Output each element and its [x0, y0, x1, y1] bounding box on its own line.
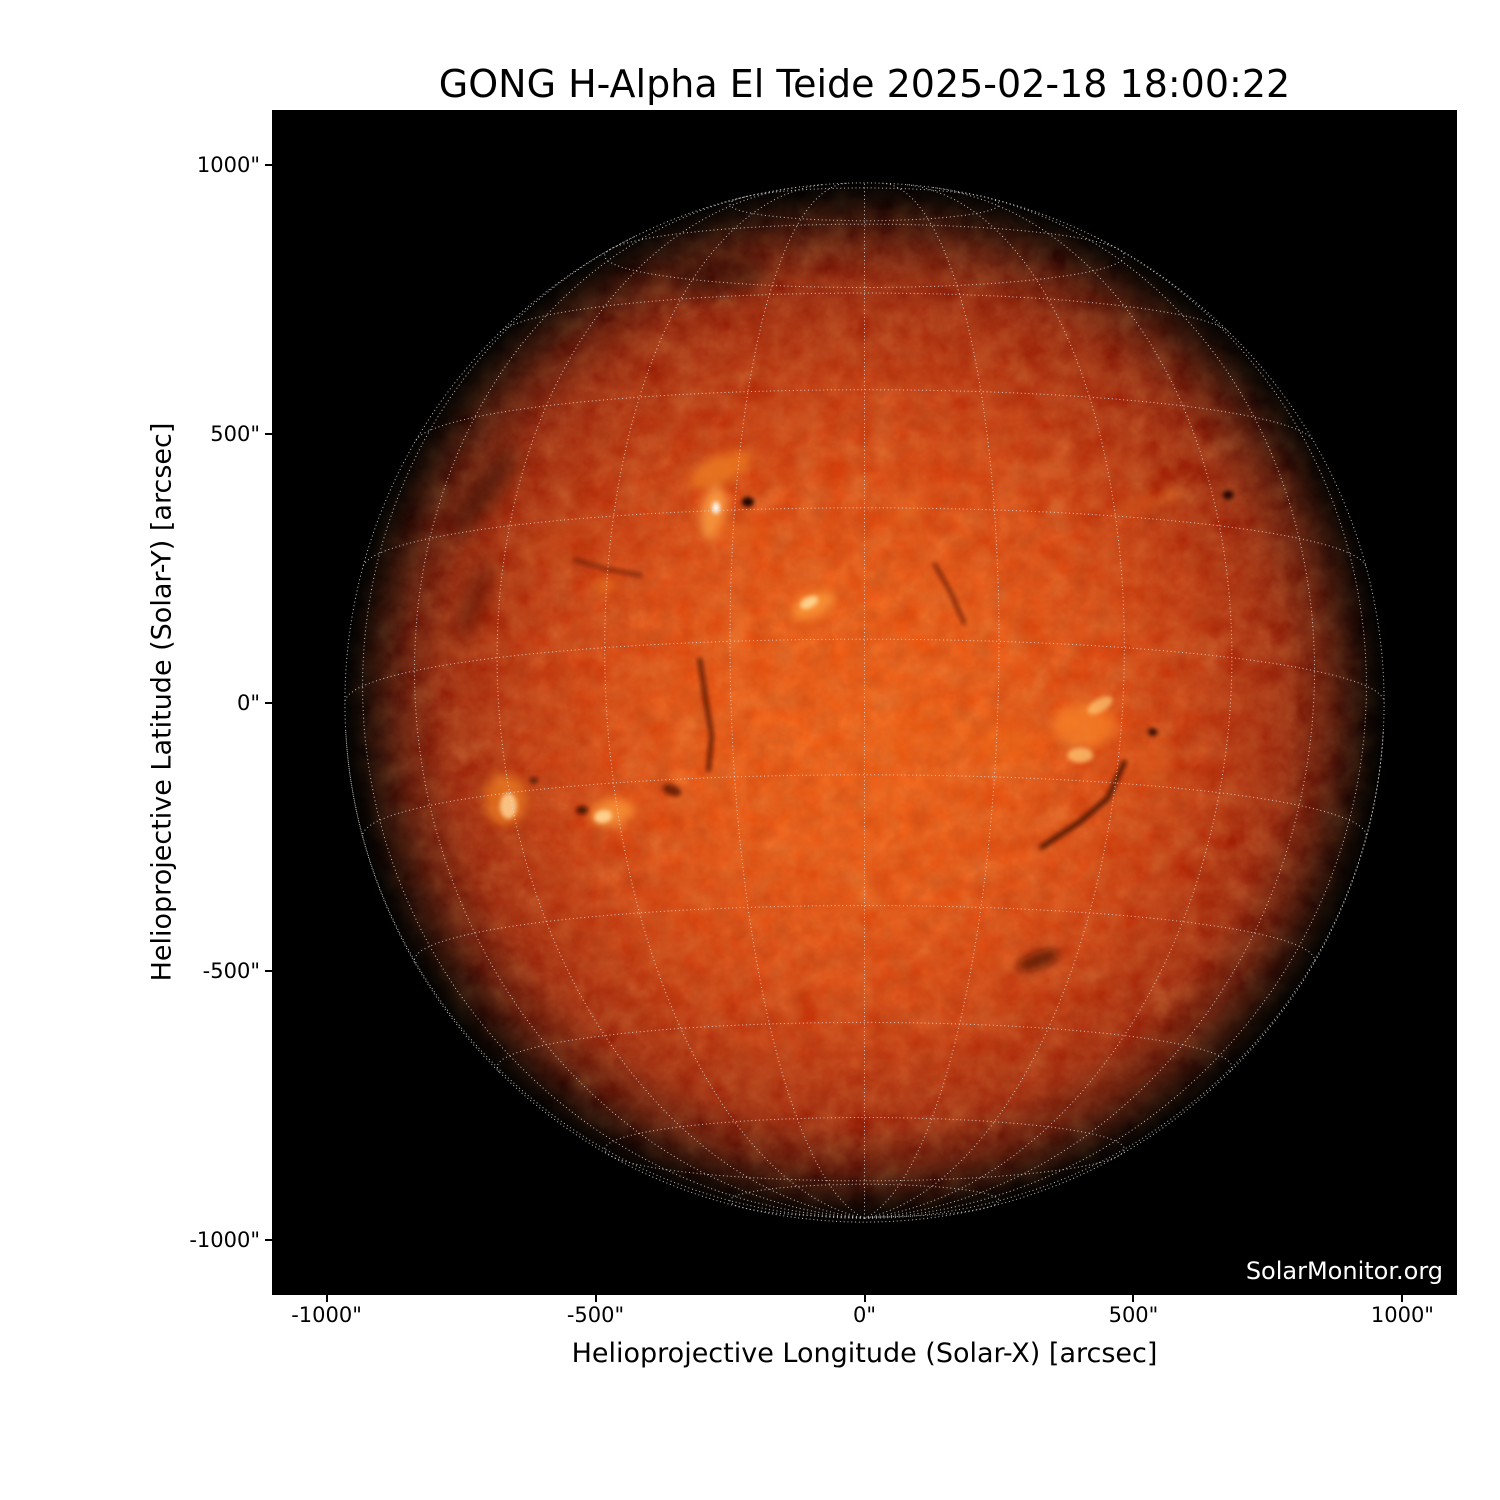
watermark: SolarMonitor.org [1245, 1257, 1443, 1285]
y-tick [265, 163, 272, 166]
x-tick-label: 500" [1108, 1303, 1159, 1327]
x-axis-label: Helioprojective Longitude (Solar-X) [arc… [571, 1338, 1158, 1369]
solar-disk-image [344, 182, 1385, 1223]
x-tick-label: 0" [852, 1303, 877, 1327]
y-tick-label: -500" [202, 959, 260, 984]
chart-title: GONG H-Alpha El Teide 2025-02-18 18:00:2… [438, 62, 1291, 106]
plot-area: SolarMonitor.org [272, 110, 1457, 1295]
x-tick-label: -1000" [291, 1303, 362, 1327]
x-tick [863, 1295, 866, 1302]
x-tick-label: 1000" [1370, 1303, 1434, 1327]
y-tick [265, 701, 272, 704]
x-tick [325, 1295, 328, 1302]
x-tick [1401, 1295, 1404, 1302]
x-tick [1132, 1295, 1135, 1302]
y-tick-label: -1000" [189, 1228, 260, 1253]
y-tick-label: 500" [210, 421, 260, 446]
y-tick-label: 1000" [196, 152, 260, 177]
x-tick-label: -500" [566, 1303, 625, 1327]
y-tick [265, 970, 272, 973]
y-tick-label: 0" [236, 690, 260, 715]
y-tick [265, 1239, 272, 1242]
y-tick [265, 432, 272, 435]
y-axis-label: Helioprojective Latitude (Solar-Y) [arcs… [146, 422, 178, 982]
x-tick [594, 1295, 597, 1302]
